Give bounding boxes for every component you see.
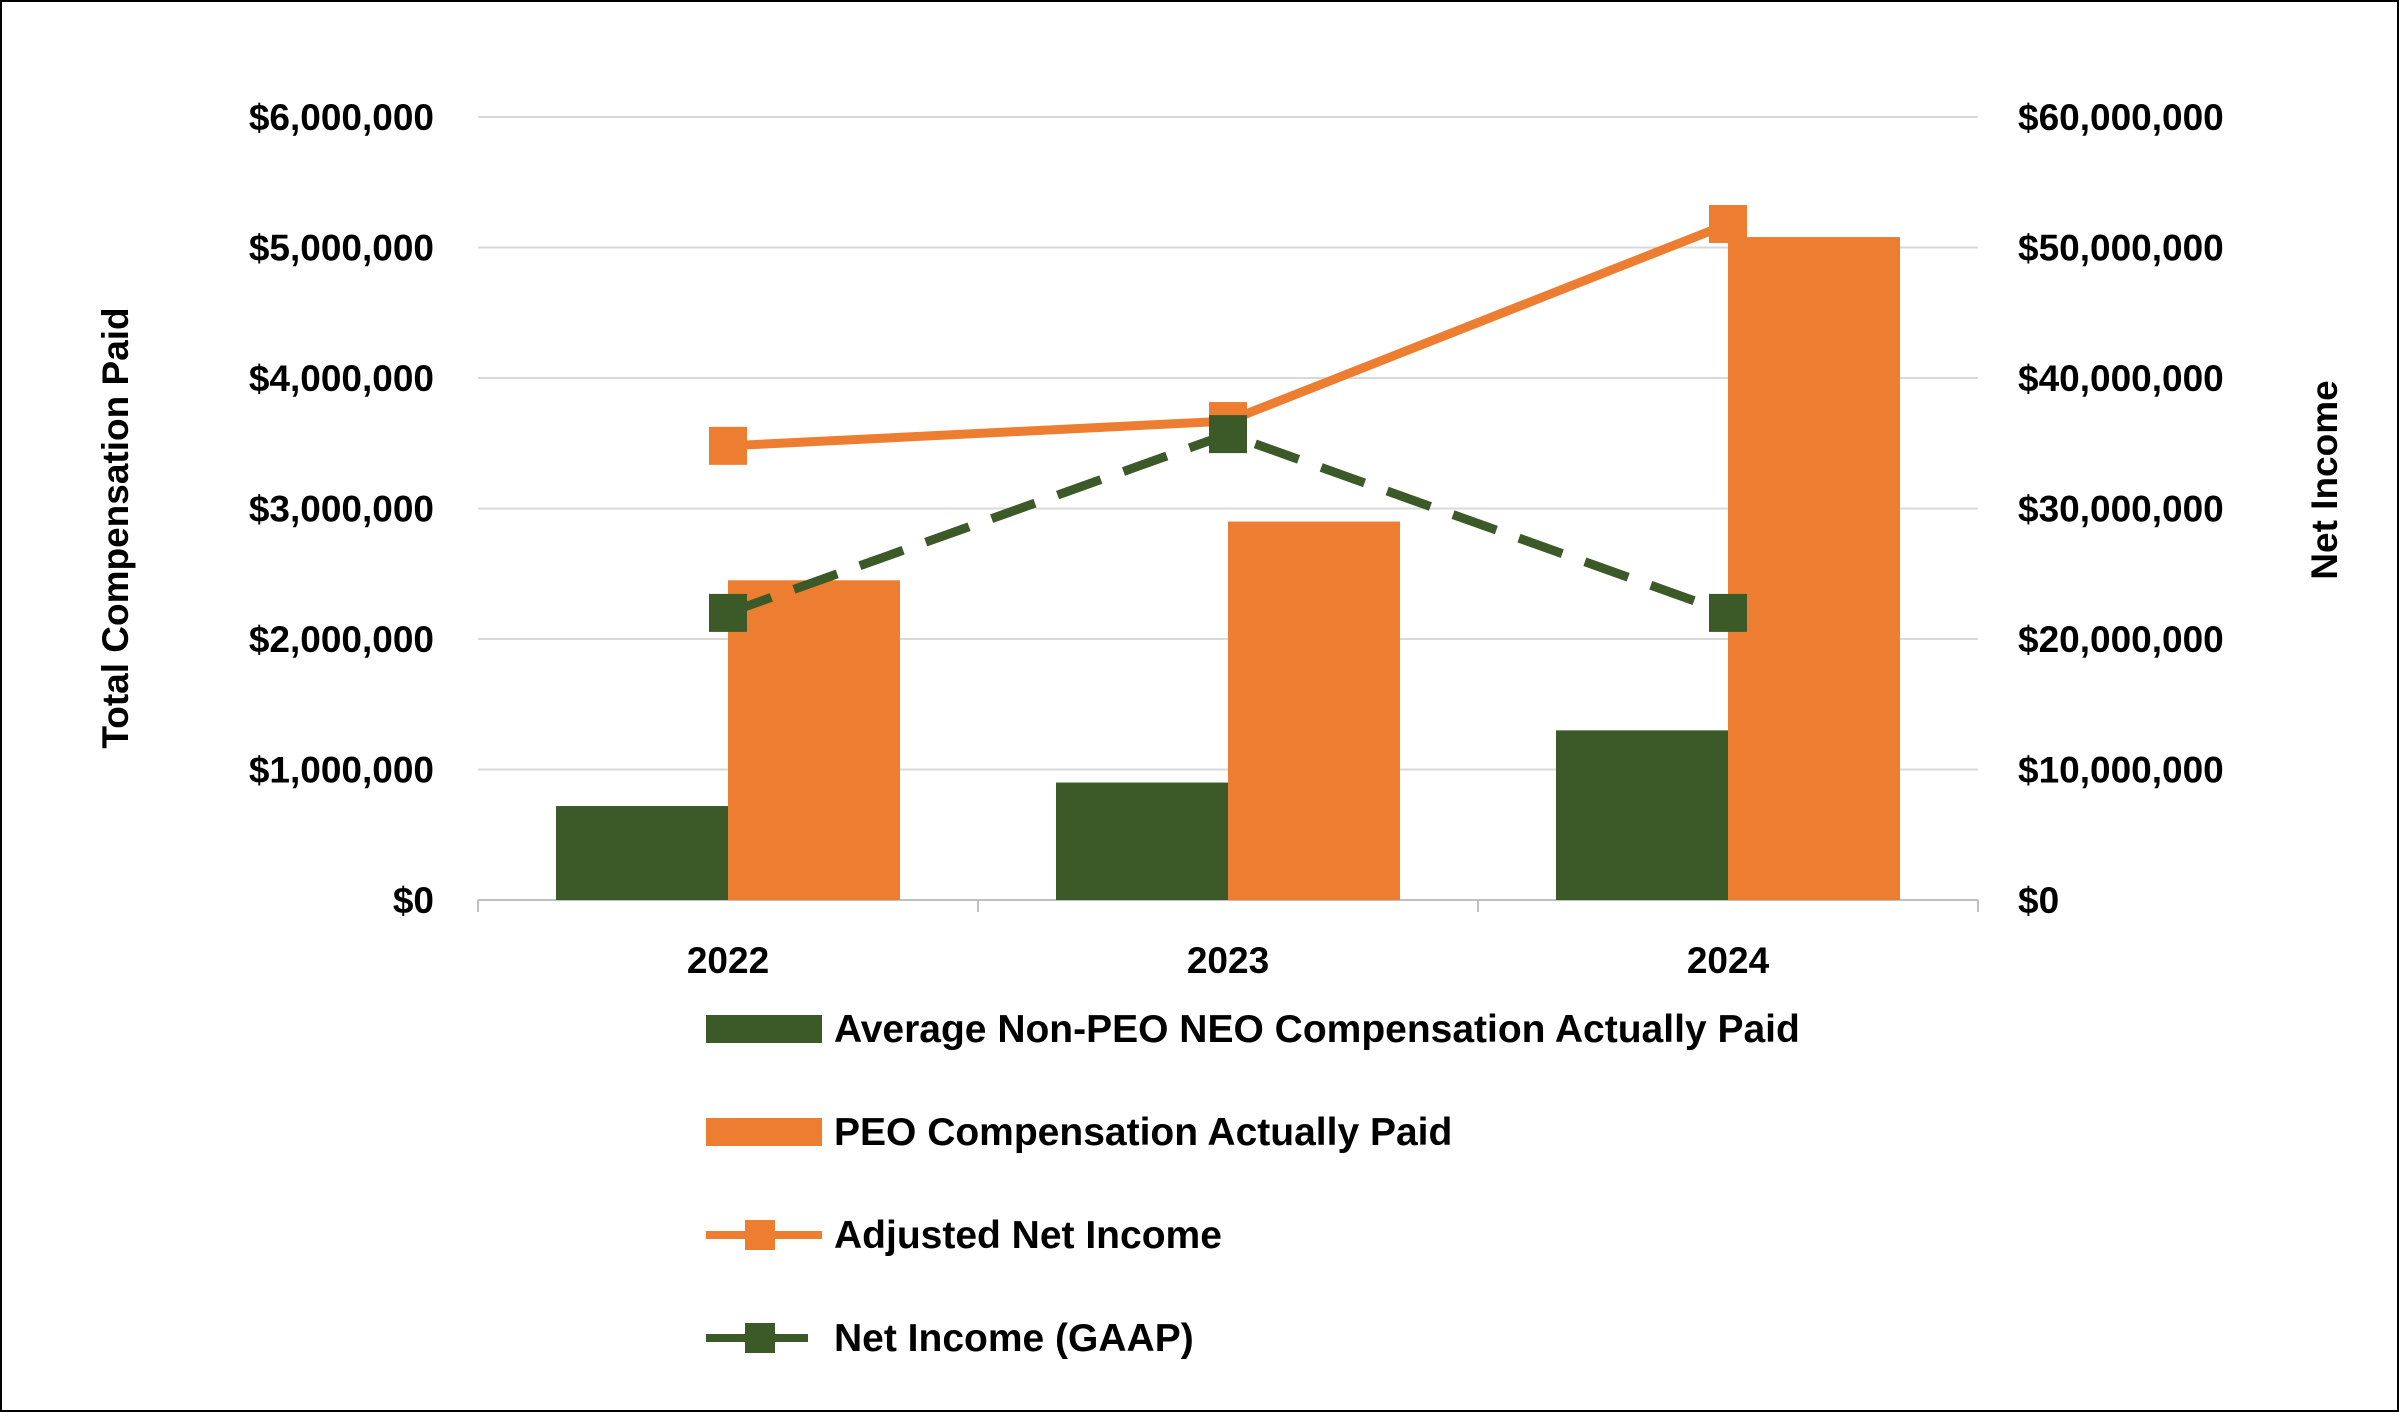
- legend-item: Net Income (GAAP): [706, 1317, 1194, 1360]
- right-tick-label: $50,000,000: [2018, 228, 2224, 269]
- right-tick-label: $0: [2018, 880, 2059, 921]
- legend-label: Average Non-PEO NEO Compensation Actuall…: [834, 1008, 1800, 1051]
- right-tick-label: $10,000,000: [2018, 750, 2224, 791]
- legend-label: Adjusted Net Income: [834, 1214, 1222, 1257]
- data-point-marker: [1709, 593, 1747, 632]
- lines: [709, 205, 1747, 632]
- data-point-marker: [1709, 205, 1747, 244]
- legend-label: Net Income (GAAP): [834, 1317, 1194, 1360]
- category-labels: 2022 2023 2024: [687, 940, 1770, 981]
- left-tick-label: $0: [393, 880, 434, 921]
- legend-item: Adjusted Net Income: [706, 1214, 1222, 1257]
- left-tick-label: $4,000,000: [249, 358, 434, 399]
- category-label: 2023: [1187, 940, 1269, 981]
- left-tick-label: $6,000,000: [249, 97, 434, 138]
- legend-marker: [745, 1323, 775, 1353]
- left-axis-ticks: $0 $1,000,000 $2,000,000 $3,000,000 $4,000,0…: [249, 97, 434, 921]
- legend: Average Non-PEO NEO Compensation Actuall…: [706, 1008, 1800, 1360]
- left-tick-label: $2,000,000: [249, 619, 434, 660]
- bar: [1728, 237, 1900, 900]
- right-axis-title: Net Income: [2304, 380, 2345, 579]
- category-label: 2024: [1687, 940, 1770, 981]
- data-point-marker: [709, 593, 747, 632]
- left-axis-title: Total Compensation Paid: [95, 307, 136, 748]
- left-tick-label: $1,000,000: [249, 750, 434, 791]
- bar: [728, 580, 900, 900]
- right-tick-label: $20,000,000: [2018, 619, 2224, 660]
- legend-item: PEO Compensation Actually Paid: [706, 1111, 1452, 1154]
- right-tick-label: $30,000,000: [2018, 489, 2224, 530]
- legend-swatch: [706, 1015, 822, 1043]
- bar: [1228, 521, 1400, 900]
- left-tick-label: $5,000,000: [249, 228, 434, 269]
- right-tick-label: $40,000,000: [2018, 358, 2224, 399]
- legend-marker: [745, 1220, 775, 1250]
- category-label: 2022: [687, 940, 769, 981]
- bar: [1556, 730, 1728, 900]
- right-axis-ticks: $0 $10,000,000 $20,000,000 $30,000,000 $40,0…: [2018, 97, 2224, 921]
- right-tick-label: $60,000,000: [2018, 97, 2224, 138]
- legend-item: Average Non-PEO NEO Compensation Actuall…: [706, 1008, 1800, 1051]
- data-point-marker: [1209, 415, 1247, 454]
- legend-label: PEO Compensation Actually Paid: [834, 1111, 1452, 1154]
- left-tick-label: $3,000,000: [249, 489, 434, 530]
- bar: [1056, 782, 1228, 900]
- bars: [556, 237, 1900, 900]
- data-point-marker: [709, 426, 747, 465]
- legend-swatch: [706, 1118, 822, 1146]
- bar: [556, 806, 728, 900]
